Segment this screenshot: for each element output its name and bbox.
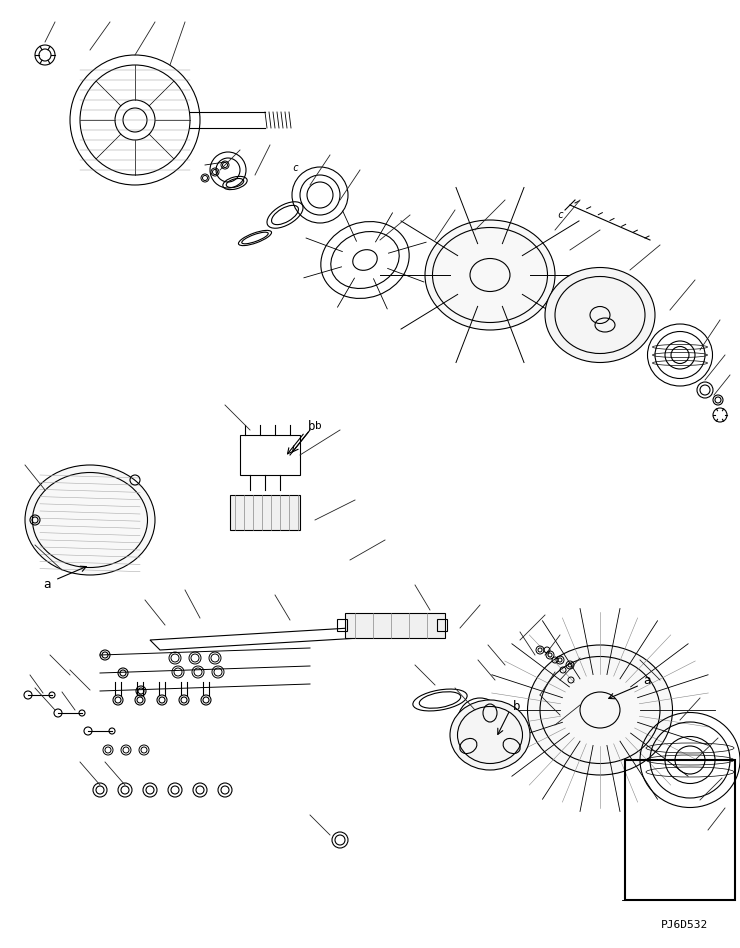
Text: b: b [314, 421, 321, 431]
Text: a: a [643, 674, 650, 687]
Bar [88, 558, 106, 572]
Text: c: c [557, 210, 563, 220]
Ellipse shape [425, 220, 555, 330]
Bar [437, 619, 447, 631]
Text: b: b [514, 700, 521, 713]
Ellipse shape [528, 645, 673, 775]
Text: b: b [309, 421, 316, 433]
Bar [337, 619, 347, 631]
Bar [240, 435, 300, 475]
Ellipse shape [545, 267, 655, 362]
Text: PJ6D532: PJ6D532 [662, 920, 709, 930]
Bar [625, 760, 735, 900]
Text: - -: - - [620, 894, 642, 906]
Ellipse shape [450, 700, 530, 770]
Text: a: a [43, 577, 51, 591]
Bar [230, 495, 300, 530]
Bar [345, 613, 445, 638]
Text: c: c [292, 163, 298, 173]
Ellipse shape [25, 465, 155, 575]
